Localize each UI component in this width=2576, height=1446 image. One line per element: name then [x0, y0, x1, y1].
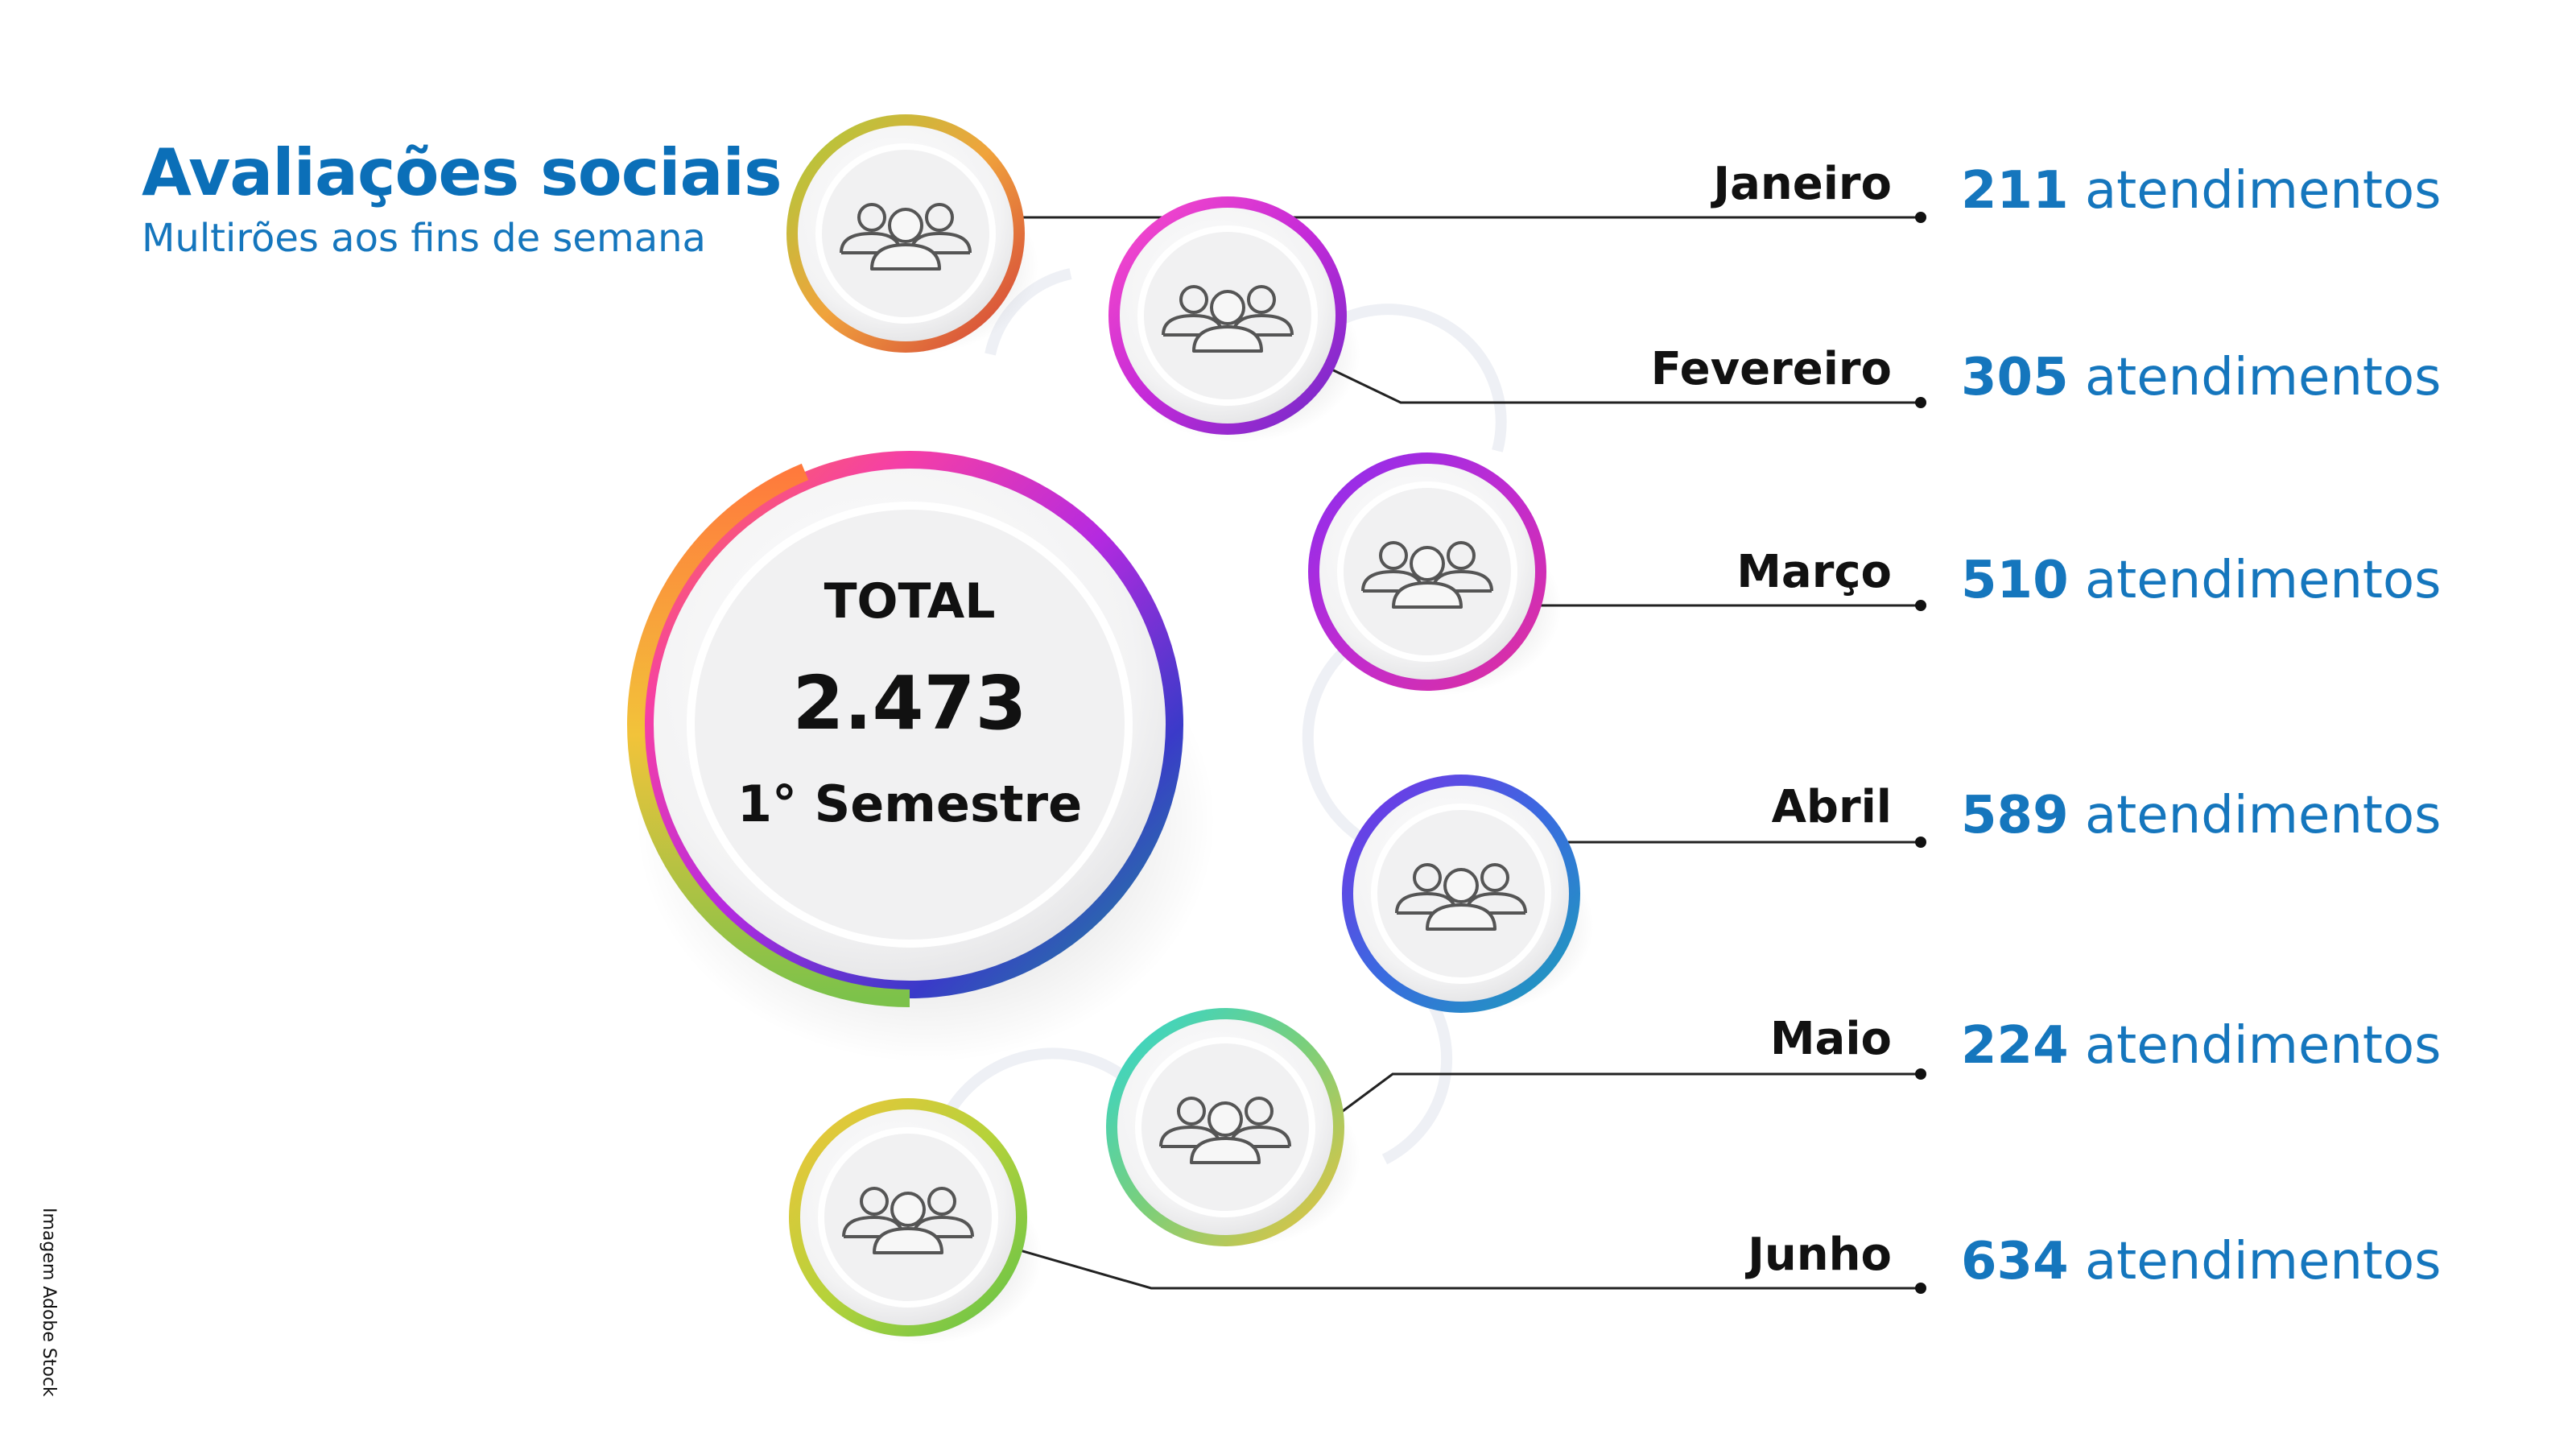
leader-dots: [1915, 212, 1926, 1294]
total-label: TOTAL: [824, 573, 996, 630]
count-janeiro: 211 atendimentos: [1961, 161, 2441, 221]
count-unit: atendimentos: [2084, 1232, 2442, 1291]
month-label-junho: Junho: [1748, 1229, 1892, 1281]
total-circle: [626, 451, 1216, 1063]
image-credit: Imagem Adobe Stock: [39, 1208, 59, 1397]
page-subtitle: Multirões aos fins de semana: [142, 216, 706, 261]
month-circle-fevereiro: [1108, 196, 1360, 443]
count-unit: atendimentos: [2084, 551, 2442, 610]
page-title: Avaliações sociais: [142, 135, 782, 210]
month-circle-marco: [1308, 452, 1562, 696]
month-circle-janeiro: [786, 114, 1038, 354]
count-value: 589: [1961, 786, 2069, 845]
count-unit: atendimentos: [2084, 348, 2442, 407]
month-circle-abril: [1342, 775, 1594, 1014]
count-value: 510: [1961, 551, 2069, 610]
month-label-fevereiro: Fevereiro: [1650, 343, 1892, 395]
total-period: 1° Semestre: [737, 775, 1083, 833]
total-value: 2.473: [792, 660, 1027, 746]
count-fevereiro: 305 atendimentos: [1961, 348, 2441, 407]
count-junho: 634 atendimentos: [1961, 1232, 2441, 1291]
month-circle-junho: [789, 1098, 1042, 1345]
count-value: 305: [1961, 348, 2069, 407]
month-label-maio: Maio: [1769, 1013, 1892, 1065]
count-unit: atendimentos: [2084, 786, 2442, 845]
count-maio: 224 atendimentos: [1961, 1016, 2441, 1076]
count-value: 634: [1961, 1232, 2069, 1291]
count-value: 211: [1961, 161, 2069, 221]
month-label-marco: Março: [1736, 546, 1892, 598]
month-label-janeiro: Janeiro: [1713, 158, 1892, 210]
month-circle-maio: [1106, 1008, 1360, 1248]
count-unit: atendimentos: [2084, 161, 2442, 221]
count-abril: 589 atendimentos: [1961, 786, 2441, 845]
count-value: 224: [1961, 1016, 2069, 1076]
count-marco: 510 atendimentos: [1961, 551, 2441, 610]
count-unit: atendimentos: [2084, 1016, 2442, 1076]
month-label-abril: Abril: [1771, 781, 1892, 833]
